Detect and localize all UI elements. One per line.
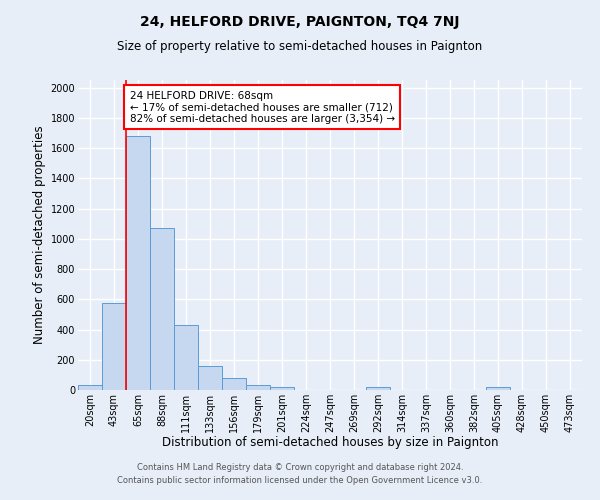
Bar (126, 136, 150, 390)
Bar (174, 325, 198, 390)
Bar (102, 303, 126, 390)
Text: Size of property relative to semi-detached houses in Paignton: Size of property relative to semi-detach… (118, 40, 482, 53)
X-axis label: Distribution of semi-detached houses by size in Paignton: Distribution of semi-detached houses by … (162, 436, 498, 450)
Text: Contains HM Land Registry data © Crown copyright and database right 2024.
Contai: Contains HM Land Registry data © Crown c… (118, 464, 482, 485)
Bar (486, 387, 510, 390)
Bar (78, 386, 102, 390)
Bar (246, 384, 270, 390)
Bar (198, 366, 222, 390)
Text: 24, HELFORD DRIVE, PAIGNTON, TQ4 7NJ: 24, HELFORD DRIVE, PAIGNTON, TQ4 7NJ (140, 15, 460, 29)
Bar (150, 228, 174, 390)
Bar (366, 387, 390, 390)
Bar (270, 387, 294, 390)
Bar (222, 378, 246, 390)
Text: 24 HELFORD DRIVE: 68sqm
← 17% of semi-detached houses are smaller (712)
82% of s: 24 HELFORD DRIVE: 68sqm ← 17% of semi-de… (130, 90, 395, 124)
Y-axis label: Number of semi-detached properties: Number of semi-detached properties (34, 126, 46, 344)
